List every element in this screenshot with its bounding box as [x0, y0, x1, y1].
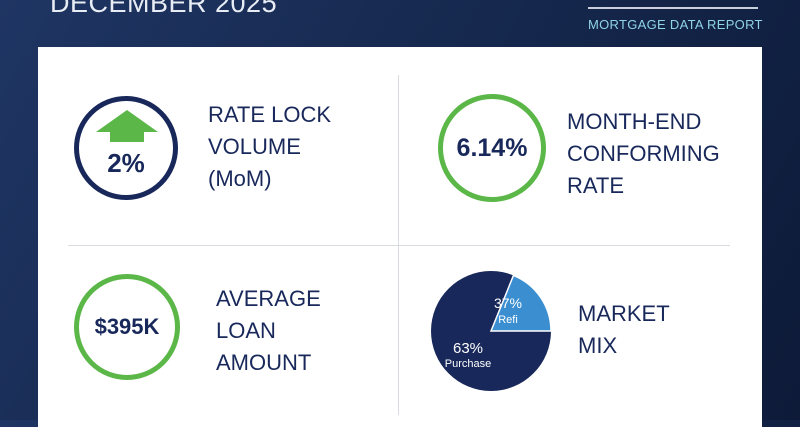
label-line: MARKET: [578, 301, 670, 326]
report-subtitle: MORTGAGE DATA REPORT: [588, 17, 763, 32]
loan-amount-value: $395K: [94, 314, 160, 339]
label-line: (MoM): [208, 166, 272, 191]
conforming-rate-value: 6.14%: [456, 133, 528, 162]
label-line: RATE LOCK: [208, 102, 332, 127]
purchase-percent-label: 63%: [453, 340, 483, 357]
label-line: AMOUNT: [216, 350, 312, 375]
loan-amount-label: AVERAGE LOAN AMOUNT: [216, 283, 321, 379]
label-line: VOLUME: [208, 134, 301, 159]
rate-lock-circle: [74, 96, 178, 200]
rate-lock-value: 2%: [107, 148, 145, 178]
horizontal-divider: [68, 245, 730, 246]
conforming-rate-circle: 6.14%: [438, 94, 546, 202]
label-line: MONTH-END: [567, 109, 702, 134]
label-line: CONFORMING: [567, 141, 720, 166]
refi-percent-label: 37%: [494, 295, 522, 311]
label-line: MIX: [578, 333, 618, 358]
rate-lock-label: RATE LOCK VOLUME (MoM): [208, 99, 331, 195]
label-line: LOAN: [216, 318, 276, 343]
market-mix-label: MARKET MIX: [578, 298, 670, 362]
label-line: AVERAGE: [216, 286, 321, 311]
label-line: RATE: [567, 173, 625, 198]
conforming-rate-label: MONTH-END CONFORMING RATE: [567, 106, 720, 202]
report-title: DECEMBER 2025: [50, 0, 278, 18]
market-mix-pie: 37% Refi 63% Purchase: [431, 271, 552, 391]
arrow-up-icon: [96, 110, 158, 142]
refi-name-label: Refi: [498, 314, 518, 326]
header-rule: [588, 7, 758, 9]
purchase-name-label: Purchase: [445, 358, 491, 370]
loan-amount-circle: $395K: [74, 274, 180, 380]
pie-slice-refi: [489, 274, 552, 332]
